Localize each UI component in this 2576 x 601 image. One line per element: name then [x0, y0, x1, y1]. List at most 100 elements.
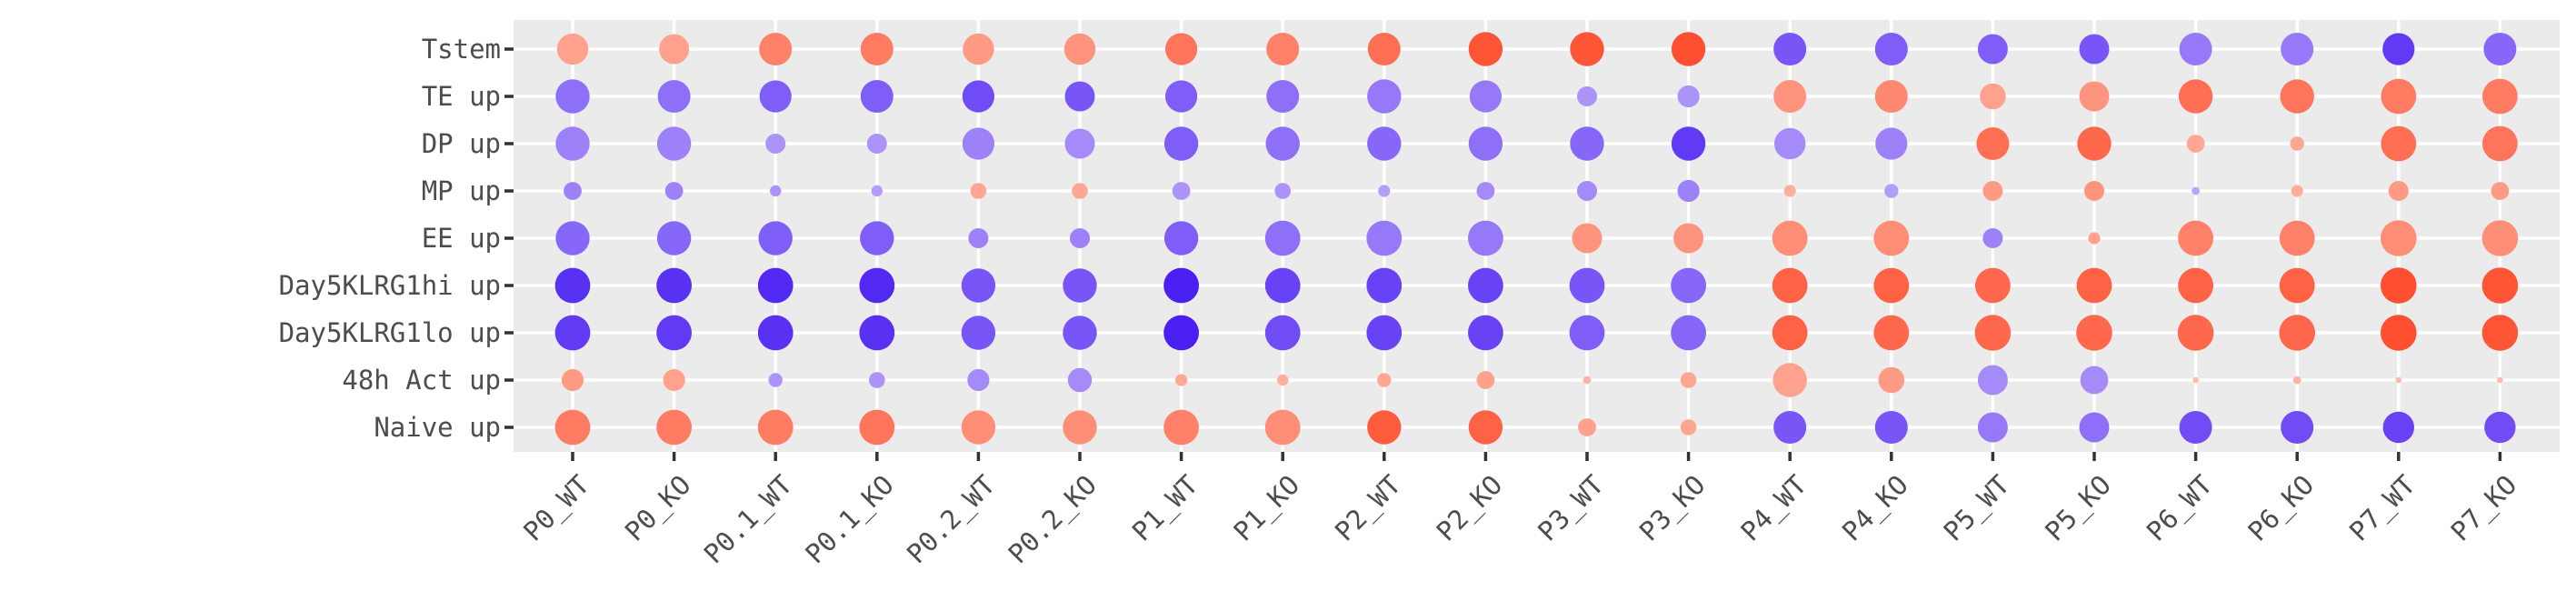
point-day5klrg1hi-up-p4-ko [1873, 267, 1910, 304]
point-te-up-p0-1-ko [860, 80, 894, 113]
point-mp-up-p0-wt [564, 182, 582, 200]
point-day5klrg1lo-up-p0-2-ko [1063, 316, 1097, 350]
point-day5klrg1hi-up-p5-wt [1975, 267, 2011, 304]
point-dp-up-p3-wt [1570, 126, 1604, 161]
point-dp-up-p0-1-wt [765, 134, 786, 154]
point-day5klrg1lo-up-p4-wt [1772, 315, 1808, 351]
point-day5klrg1lo-up-p3-ko [1671, 315, 1706, 351]
point-day5klrg1lo-up-p4-ko [1873, 315, 1910, 351]
point-naive-up-p7-wt [2382, 411, 2414, 444]
point-48h-act-up-p6-wt [2192, 376, 2199, 384]
point-dp-up-p4-wt [1774, 127, 1806, 160]
point-day5klrg1hi-up-p6-ko [2279, 267, 2315, 304]
point-day5klrg1hi-up-p7-wt [2381, 267, 2417, 304]
point-naive-up-p1-ko [1264, 409, 1301, 446]
x-tick-label: P0.2_KO [1002, 469, 1103, 570]
x-tick-label: P1_KO [1227, 469, 1305, 547]
point-dp-up-p0-2-ko [1064, 128, 1095, 159]
point-te-up-p5-ko [2079, 81, 2110, 112]
point-naive-up-p3-ko [1680, 419, 1697, 436]
point-48h-act-up-p0-2-ko [1067, 367, 1093, 393]
point-tstem-p0-1-wt [759, 33, 793, 65]
point-day5klrg1hi-up-p0-2-ko [1063, 268, 1097, 303]
x-tick-label: P5_KO [2039, 469, 2117, 547]
point-dp-up-p6-wt [2186, 135, 2205, 153]
point-day5klrg1lo-up-p3-wt [1569, 315, 1605, 351]
point-dp-up-p5-wt [1976, 127, 2010, 160]
point-48h-act-up-p0-wt [561, 368, 584, 392]
point-te-up-p6-ko [2280, 79, 2314, 114]
point-dp-up-p6-ko [2290, 136, 2304, 151]
point-dp-up-p0-1-ko [866, 134, 887, 154]
point-naive-up-p7-ko [2484, 411, 2516, 444]
point-te-up-p7-wt [2381, 78, 2417, 115]
point-naive-up-p0-1-wt [757, 409, 794, 446]
point-mp-up-p5-wt [1982, 181, 2003, 201]
point-day5klrg1hi-up-p0-wt [554, 267, 591, 304]
point-day5klrg1lo-up-p6-wt [2177, 315, 2214, 351]
point-naive-up-p0-wt [554, 409, 591, 446]
point-te-up-p3-wt [1577, 86, 1597, 106]
point-te-up-p0-wt [555, 79, 590, 114]
point-te-up-p0-ko [657, 80, 691, 113]
point-day5klrg1lo-up-p2-ko [1468, 315, 1503, 351]
point-naive-up-p2-wt [1367, 410, 1402, 445]
x-tick-label: P0_KO [619, 469, 697, 547]
point-48h-act-up-p7-wt [2395, 376, 2402, 384]
point-48h-act-up-p0-1-wt [768, 373, 783, 387]
point-mp-up-p6-wt [2192, 186, 2201, 195]
y-tick-label: EE up [422, 223, 501, 254]
point-te-up-p0-1-wt [759, 80, 792, 113]
point-day5klrg1hi-up-p1-ko [1264, 267, 1301, 304]
point-48h-act-up-p0-1-ko [869, 372, 885, 388]
point-48h-act-up-p2-ko [1476, 371, 1495, 389]
point-tstem-p0-1-ko [860, 33, 894, 65]
y-tick-label: TE up [422, 81, 501, 112]
x-tick-label: P1_WT [1126, 469, 1204, 547]
point-te-up-p0-2-ko [1064, 81, 1095, 112]
point-naive-up-p6-ko [2281, 411, 2314, 444]
point-ee-up-p2-ko [1468, 220, 1503, 256]
point-ee-up-p1-wt [1163, 221, 1199, 255]
point-ee-up-p7-wt [2381, 220, 2417, 256]
point-naive-up-p6-wt [2179, 411, 2212, 444]
x-axis: P0_WT P0_KO P0.1_WT P0.1_KO P0.2_WT P0.2_KO P1… [517, 452, 2523, 570]
y-tick-label: Day5KLRG1lo up [279, 317, 501, 348]
point-naive-up-p4-wt [1773, 411, 1807, 444]
x-tick-label: P6_WT [2141, 469, 2219, 547]
point-naive-up-p5-ko [2079, 412, 2110, 443]
point-ee-up-p0-ko [656, 221, 692, 255]
point-tstem-p6-ko [2281, 33, 2314, 65]
point-mp-up-p0-1-wt [770, 185, 782, 197]
point-tstem-p3-ko [1671, 32, 1706, 66]
point-naive-up-p1-wt [1163, 409, 1199, 446]
point-dp-up-p2-ko [1468, 126, 1503, 161]
point-mp-up-p2-ko [1476, 182, 1495, 200]
x-tick-label: P3_WT [1532, 469, 1610, 547]
point-te-up-p4-ko [1874, 80, 1908, 113]
point-naive-up-p4-ko [1874, 411, 1908, 444]
point-day5klrg1lo-up-p0-1-wt [757, 315, 794, 351]
point-tstem-p3-wt [1570, 32, 1604, 66]
point-day5klrg1lo-up-p7-ko [2481, 315, 2519, 351]
plot-panel [514, 20, 2560, 452]
point-tstem-p5-ko [2079, 34, 2110, 65]
point-day5klrg1lo-up-p2-wt [1366, 315, 1403, 351]
point-day5klrg1lo-up-p0-2-wt [961, 316, 996, 350]
point-mp-up-p2-wt [1378, 185, 1391, 197]
point-tstem-p2-wt [1367, 33, 1401, 65]
point-ee-up-p0-1-ko [860, 221, 894, 255]
point-ee-up-p3-ko [1673, 223, 1704, 254]
point-mp-up-p0-ko [664, 182, 684, 200]
point-tstem-p2-ko [1468, 32, 1503, 66]
point-48h-act-up-p7-ko [2497, 376, 2503, 384]
point-mp-up-p7-ko [2491, 182, 2510, 200]
point-dp-up-p0-ko [656, 126, 692, 161]
point-ee-up-p2-wt [1366, 220, 1403, 256]
point-te-up-p7-ko [2482, 78, 2518, 115]
y-tick-label: Day5KLRG1hi up [279, 270, 501, 301]
x-tick-label: P2_KO [1431, 469, 1509, 547]
point-day5klrg1hi-up-p6-wt [2178, 267, 2214, 304]
point-day5klrg1hi-up-p7-ko [2481, 267, 2519, 304]
